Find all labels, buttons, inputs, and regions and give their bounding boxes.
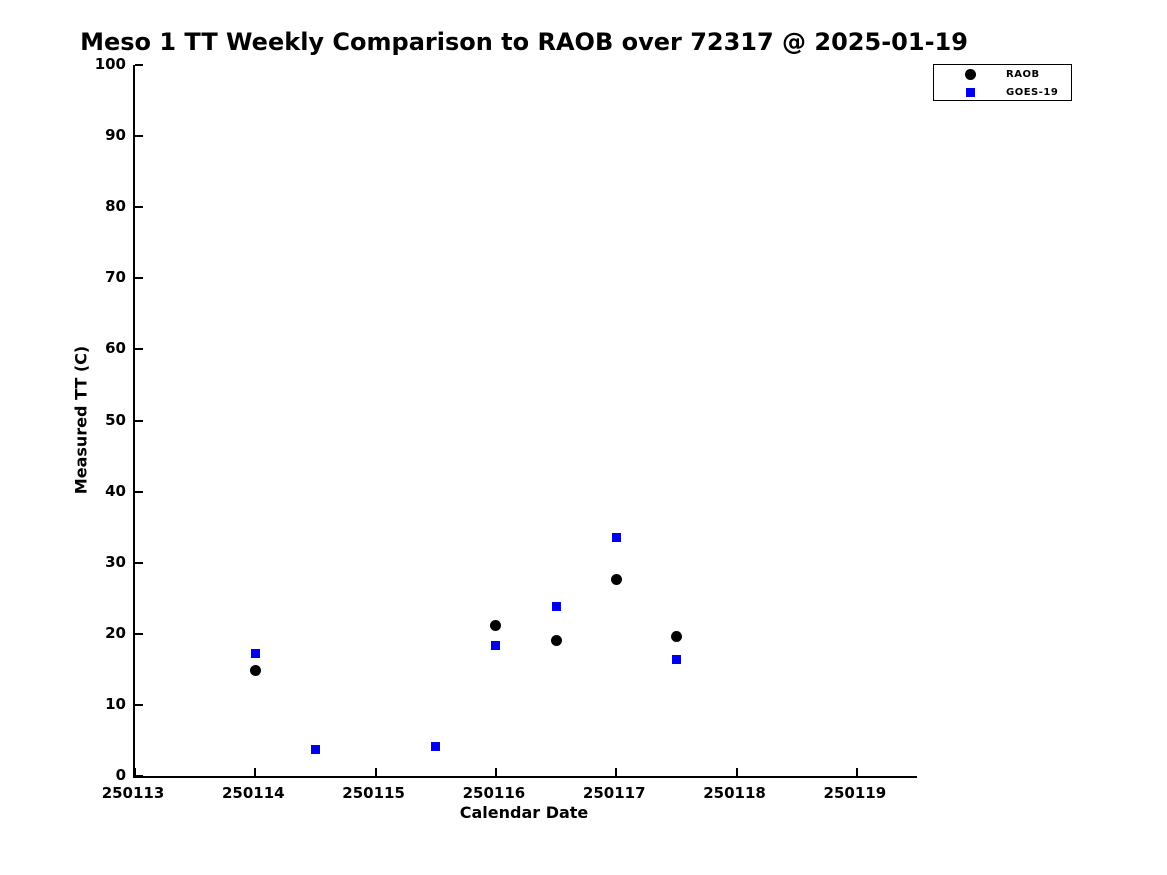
- data-point-goes-19: [551, 601, 561, 611]
- y-tick: [135, 703, 143, 706]
- chart-title: Meso 1 TT Weekly Comparison to RAOB over…: [80, 28, 968, 56]
- y-tick: [135, 206, 143, 209]
- x-tick-label: 250118: [703, 784, 766, 802]
- y-tick-label: 40: [105, 481, 126, 500]
- y-tick-label: 70: [105, 268, 126, 287]
- y-tick: [135, 64, 143, 66]
- y-tick-label: 20: [105, 623, 126, 642]
- data-point-goes-19: [491, 640, 501, 650]
- legend-item-raob: RAOB: [934, 66, 1071, 83]
- data-point-goes-19: [671, 654, 681, 664]
- legend-item-goes-19: GOES-19: [934, 84, 1071, 101]
- x-tick: [374, 768, 377, 776]
- y-tick-label: 100: [94, 55, 126, 73]
- plot-area: [133, 64, 917, 778]
- y-tick: [135, 135, 143, 138]
- data-point-raob: [249, 665, 261, 677]
- data-point-goes-19: [611, 532, 621, 542]
- y-tick-label: 10: [105, 694, 126, 713]
- y-tick: [135, 277, 143, 280]
- data-point-goes-19: [310, 745, 320, 755]
- x-tick-label: 250116: [462, 784, 526, 802]
- x-tick-label: 250119: [823, 784, 887, 802]
- legend: RAOB GOES-19: [933, 64, 1072, 101]
- data-point-goes-19: [431, 742, 441, 752]
- y-tick-label: 80: [105, 197, 126, 216]
- x-tick: [615, 768, 618, 776]
- goes-19-square-marker-icon: [965, 88, 975, 97]
- legend-label-raob: RAOB: [1006, 69, 1040, 80]
- y-tick-label: 0: [115, 766, 126, 784]
- y-tick: [135, 348, 143, 351]
- data-point-raob: [490, 619, 502, 631]
- x-axis-label: Calendar Date: [459, 803, 589, 822]
- data-point-raob: [610, 574, 622, 586]
- x-tick: [494, 768, 497, 776]
- x-tick-label: 250113: [101, 784, 165, 802]
- data-point-raob: [550, 635, 562, 647]
- y-tick-label: 90: [105, 126, 126, 145]
- x-tick-label: 250114: [221, 784, 285, 802]
- data-point-goes-19: [250, 649, 260, 659]
- y-tick-label: 30: [105, 552, 126, 571]
- x-tick: [735, 768, 738, 776]
- y-tick: [135, 490, 143, 493]
- y-tick: [135, 561, 143, 564]
- x-tick: [254, 768, 257, 776]
- y-tick-label: 50: [105, 410, 126, 429]
- x-tick: [855, 768, 858, 776]
- x-tick-label: 250117: [582, 784, 646, 802]
- y-tick: [135, 419, 143, 422]
- y-tick: [135, 632, 143, 635]
- x-tick-label: 250115: [342, 784, 405, 802]
- legend-label-goes-19: GOES-19: [1006, 87, 1059, 98]
- x-tick: [134, 768, 136, 776]
- y-tick: [135, 775, 143, 777]
- y-tick-label: 60: [105, 339, 126, 358]
- data-point-raob: [670, 631, 682, 643]
- raob-circle-marker-icon: [964, 69, 976, 80]
